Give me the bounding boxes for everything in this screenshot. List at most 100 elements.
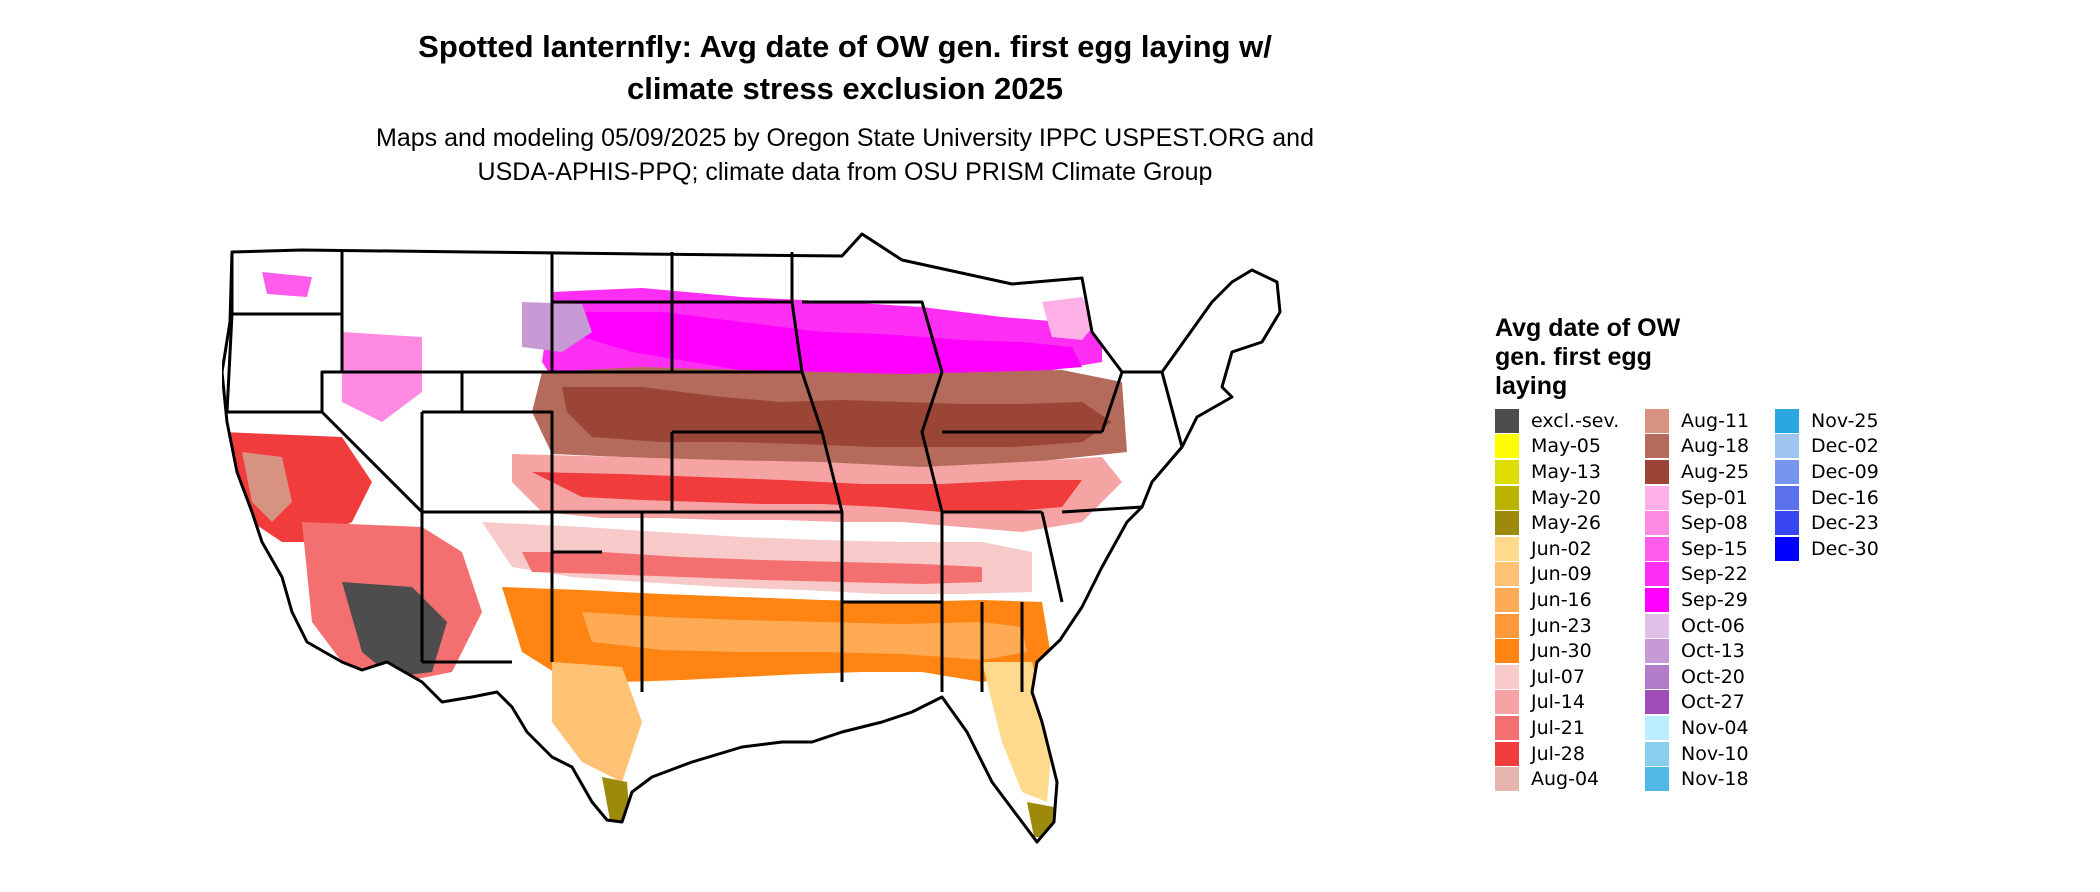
zone-northwest-sep-15 xyxy=(262,272,312,297)
legend-item: Jul-21 xyxy=(1495,715,1619,741)
legend-item: Nov-18 xyxy=(1645,766,1749,792)
legend-item: Oct-20 xyxy=(1645,664,1749,690)
zone-sep-29 xyxy=(582,312,1082,382)
legend-title: Avg date of OW gen. first egg laying xyxy=(1495,314,1755,401)
legend-swatch xyxy=(1645,511,1669,536)
legend-swatch xyxy=(1495,741,1519,766)
legend-label: Oct-06 xyxy=(1681,614,1745,637)
legend-swatch xyxy=(1775,511,1799,536)
legend-label: Dec-02 xyxy=(1811,435,1879,458)
legend-swatch xyxy=(1495,459,1519,484)
map-subtitle-line-1: Maps and modeling 05/09/2025 by Oregon S… xyxy=(376,124,1314,152)
legend-swatch xyxy=(1495,613,1519,638)
map-subtitle-line-2: USDA-APHIS-PPQ; climate data from OSU PR… xyxy=(477,158,1213,186)
legend-swatch xyxy=(1495,408,1519,433)
legend-column-1: excl.-sev. May-05 May-13 May-20 May-26 Jun-02… xyxy=(1495,408,1619,792)
legend-label: Nov-04 xyxy=(1681,716,1749,739)
legend-swatch xyxy=(1775,485,1799,510)
legend-swatch xyxy=(1645,587,1669,612)
legend-label: May-20 xyxy=(1531,486,1601,509)
legend-label: Dec-09 xyxy=(1811,460,1879,483)
legend-label: Jun-02 xyxy=(1531,537,1592,560)
state-lines-northwest xyxy=(230,252,344,372)
zone-great-basin-sep-08 xyxy=(342,332,422,422)
legend-swatch xyxy=(1495,562,1519,587)
legend-label: excl.-sev. xyxy=(1531,409,1620,432)
legend-label: Jul-21 xyxy=(1531,716,1585,739)
legend-label: Sep-29 xyxy=(1681,588,1748,611)
legend-label: Aug-11 xyxy=(1681,409,1750,432)
legend-swatch xyxy=(1645,485,1669,510)
us-outline xyxy=(222,232,1282,844)
legend-swatch xyxy=(1495,536,1519,561)
legend-item: Dec-02 xyxy=(1775,434,1879,460)
legend-item: May-26 xyxy=(1495,510,1619,536)
legend-label: Aug-18 xyxy=(1681,435,1750,458)
zone-may-26-texas xyxy=(602,777,630,822)
legend-swatch xyxy=(1495,767,1519,792)
legend-label: Nov-10 xyxy=(1681,742,1749,765)
legend-label: Aug-25 xyxy=(1681,460,1750,483)
legend-label: Jul-28 xyxy=(1531,742,1585,765)
legend-item: Jun-16 xyxy=(1495,587,1619,613)
legend-item: Sep-15 xyxy=(1645,536,1749,562)
legend-swatch xyxy=(1495,434,1519,459)
legend-label: Dec-30 xyxy=(1811,537,1879,560)
legend-item: Sep-29 xyxy=(1645,587,1749,613)
legend-swatch xyxy=(1645,536,1669,561)
legend-item: Dec-16 xyxy=(1775,485,1879,511)
legend-item: Jul-07 xyxy=(1495,664,1619,690)
legend-label: Dec-23 xyxy=(1811,512,1879,535)
state-lines-midwest xyxy=(802,300,1042,604)
legend-item: Jun-02 xyxy=(1495,536,1619,562)
state-lines-west xyxy=(225,313,462,514)
legend-swatch xyxy=(1645,408,1669,433)
legend-item: Nov-25 xyxy=(1775,408,1879,434)
legend-item: Oct-06 xyxy=(1645,613,1749,639)
zone-jun-09 xyxy=(552,662,642,782)
legend-swatch xyxy=(1645,434,1669,459)
legend-label: Sep-01 xyxy=(1681,486,1748,509)
legend-label: May-13 xyxy=(1531,460,1601,483)
legend-label: Oct-20 xyxy=(1681,665,1745,688)
zone-jul-28 xyxy=(532,472,1082,512)
legend-item: Jun-23 xyxy=(1495,613,1619,639)
legend-label: Jun-23 xyxy=(1531,614,1592,637)
legend-label: Nov-25 xyxy=(1811,409,1879,432)
legend-item: Dec-23 xyxy=(1775,510,1879,536)
map-title-line-1: Spotted lanternfly: Avg date of OW gen. … xyxy=(418,29,1272,64)
state-boundaries xyxy=(222,232,1282,844)
legend-swatch xyxy=(1495,511,1519,536)
legend-item: Nov-10 xyxy=(1645,741,1749,767)
legend-label: Sep-08 xyxy=(1681,512,1748,535)
legend-item: Oct-27 xyxy=(1645,690,1749,716)
map-title-line-2: climate stress exclusion 2025 xyxy=(627,71,1063,106)
legend-swatch xyxy=(1775,536,1799,561)
legend-swatch xyxy=(1645,613,1669,638)
zone-sep-01 xyxy=(1042,297,1097,340)
legend-label: Nov-18 xyxy=(1681,768,1749,791)
legend-swatch xyxy=(1645,664,1669,689)
legend-item: Sep-22 xyxy=(1645,562,1749,588)
legend-item: Aug-11 xyxy=(1645,408,1749,434)
legend-label: Sep-22 xyxy=(1681,563,1748,586)
legend-swatch xyxy=(1645,459,1669,484)
legend-label: Jul-07 xyxy=(1531,665,1585,688)
legend-item: Jul-14 xyxy=(1495,690,1619,716)
legend-item: Sep-01 xyxy=(1645,485,1749,511)
legend-swatch xyxy=(1775,408,1799,433)
legend-label: Oct-13 xyxy=(1681,640,1745,663)
state-lines-plains xyxy=(642,252,844,602)
legend-title-line-2: gen. first egg xyxy=(1495,343,1652,371)
legend-label: Jun-30 xyxy=(1531,640,1592,663)
legend-swatch xyxy=(1495,639,1519,664)
legend-swatch xyxy=(1495,485,1519,510)
legend-swatch xyxy=(1645,690,1669,715)
map-subtitle: Maps and modeling 05/09/2025 by Oregon S… xyxy=(300,121,1390,189)
legend-swatch xyxy=(1645,639,1669,664)
zone-california-aug-11 xyxy=(242,452,292,522)
legend-item: Dec-30 xyxy=(1775,536,1879,562)
legend-item: Dec-09 xyxy=(1775,459,1879,485)
legend-swatch xyxy=(1775,459,1799,484)
legend-label: Dec-16 xyxy=(1811,486,1879,509)
